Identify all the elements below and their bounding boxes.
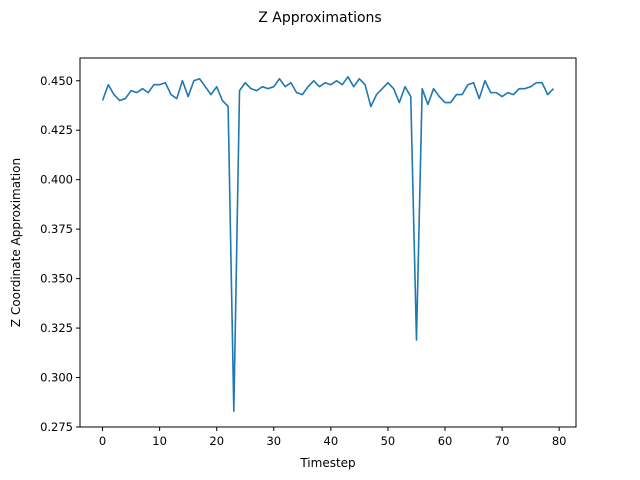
y-axis-label: Z Coordinate Approximation	[9, 158, 23, 327]
y-tick-label: 0.375	[40, 222, 73, 236]
x-tick-label: 20	[209, 434, 224, 448]
x-axis-label: Timestep	[299, 456, 355, 470]
x-tick-label: 50	[381, 434, 396, 448]
y-tick-label: 0.450	[40, 74, 73, 88]
plot-area	[79, 57, 577, 428]
chart-title: Z Approximations	[258, 10, 381, 26]
y-tick-label: 0.325	[40, 321, 73, 335]
y-tick-label: 0.425	[40, 123, 73, 137]
x-axis: 0 10 20 30 40 50 60 70 80	[99, 427, 567, 448]
y-tick-label: 0.350	[40, 272, 73, 286]
x-tick-label: 10	[152, 434, 167, 448]
x-tick-label: 80	[552, 434, 567, 448]
y-tick-label: 0.300	[40, 371, 73, 385]
series-line	[101, 76, 555, 412]
axes-frame	[79, 57, 577, 428]
y-tick-label: 0.275	[40, 420, 73, 434]
x-tick-label: 30	[266, 434, 281, 448]
x-tick-label: 40	[324, 434, 339, 448]
x-tick-label: 0	[99, 434, 106, 448]
y-axis: 0.275 0.300 0.325 0.350 0.375 0.400 0.425 0.450	[40, 74, 80, 434]
x-tick-label: 60	[438, 434, 453, 448]
x-tick-label: 70	[495, 434, 510, 448]
y-tick-label: 0.400	[40, 173, 73, 187]
